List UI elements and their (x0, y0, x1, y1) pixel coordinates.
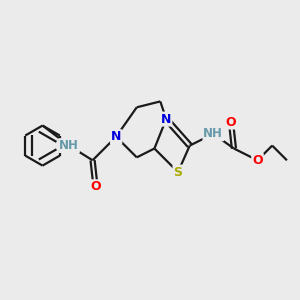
Text: N: N (161, 112, 171, 126)
Text: O: O (90, 180, 101, 193)
Text: S: S (173, 166, 182, 178)
Text: O: O (226, 116, 236, 128)
Text: NH: NH (203, 127, 223, 140)
Text: NH: NH (59, 139, 79, 152)
Text: N: N (111, 130, 121, 143)
Text: O: O (252, 154, 263, 167)
